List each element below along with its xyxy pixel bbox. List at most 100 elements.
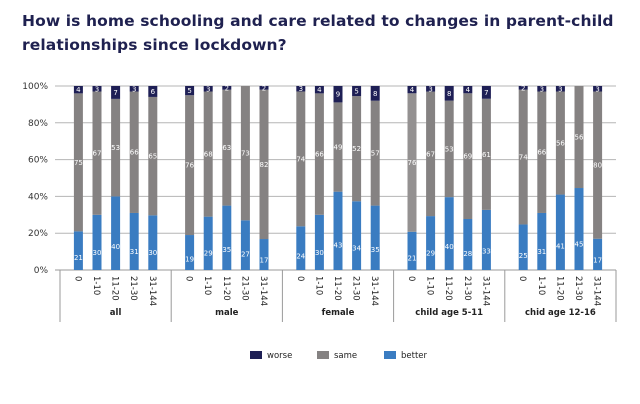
x-category-label: 21-30 bbox=[573, 276, 583, 301]
data-label: 73 bbox=[241, 150, 250, 158]
data-label: 65 bbox=[148, 153, 157, 161]
x-category-label: 1-10 bbox=[91, 276, 101, 295]
data-label: 66 bbox=[315, 151, 324, 159]
bar-segment-better bbox=[92, 214, 102, 270]
data-label: 27 bbox=[241, 251, 250, 259]
data-label: 8 bbox=[373, 90, 377, 98]
x-group-label: female bbox=[322, 308, 355, 318]
data-label: 31 bbox=[537, 248, 546, 256]
legend: worse same better bbox=[250, 351, 428, 361]
data-label: 56 bbox=[556, 140, 565, 148]
bar-segment-same bbox=[333, 102, 343, 192]
bar-segment-better bbox=[222, 205, 232, 270]
data-label: 69 bbox=[463, 153, 472, 161]
legend-swatch-worse bbox=[250, 351, 262, 359]
x-category-label: 21-30 bbox=[128, 276, 138, 301]
x-category-label: 0 bbox=[406, 276, 416, 281]
legend-label-better: better bbox=[401, 351, 428, 361]
data-label: 3 bbox=[206, 85, 210, 93]
data-label: 43 bbox=[334, 241, 343, 249]
bar-segment-same bbox=[555, 91, 565, 195]
bar-segment-worse bbox=[203, 86, 213, 92]
bar-segment-same bbox=[185, 95, 195, 236]
y-tick-label: 80% bbox=[28, 119, 48, 129]
bar-segment-worse bbox=[148, 86, 158, 97]
bar-segment-worse bbox=[407, 86, 417, 94]
bar-segment-better bbox=[259, 239, 269, 270]
bar-segment-better bbox=[129, 212, 139, 270]
bar-segment-same bbox=[240, 86, 250, 221]
legend-swatch-same bbox=[317, 351, 329, 359]
x-category-label: 1-10 bbox=[313, 276, 323, 295]
bar-segment-worse bbox=[296, 86, 306, 92]
bar-segment-worse bbox=[463, 86, 473, 94]
data-label: 30 bbox=[93, 249, 102, 257]
bar-segment-worse bbox=[370, 86, 380, 101]
data-label: 40 bbox=[111, 243, 120, 251]
bar-segment-better bbox=[296, 226, 306, 270]
data-label: 56 bbox=[575, 134, 584, 142]
bar-segment-better bbox=[73, 231, 83, 270]
data-label: 33 bbox=[482, 247, 491, 255]
bar-segment-worse bbox=[518, 86, 528, 90]
x-category-label: 11-20 bbox=[332, 276, 342, 301]
data-label: 9 bbox=[336, 91, 340, 99]
data-label: 5 bbox=[354, 88, 358, 96]
data-label: 2 bbox=[262, 84, 266, 92]
bar-segment-same bbox=[407, 93, 417, 232]
data-label: 41 bbox=[556, 242, 565, 250]
data-label: 28 bbox=[463, 250, 472, 258]
data-label: 67 bbox=[426, 150, 435, 158]
bar-segment-better bbox=[370, 205, 380, 270]
data-label: 7 bbox=[484, 89, 488, 97]
bar-segment-same bbox=[574, 86, 584, 189]
data-label: 31 bbox=[130, 248, 139, 256]
bar-segment-worse bbox=[259, 86, 269, 90]
x-category-label: 21-30 bbox=[462, 276, 472, 301]
data-label: 17 bbox=[593, 256, 602, 264]
data-label: 2 bbox=[225, 84, 229, 92]
bar-segment-same bbox=[296, 91, 306, 227]
bar-segment-same bbox=[148, 96, 158, 216]
bar-segment-worse bbox=[129, 86, 139, 92]
bar-segment-worse bbox=[333, 86, 343, 103]
bar-segment-same bbox=[444, 100, 454, 198]
bar-segment-better bbox=[333, 191, 343, 270]
data-label: 3 bbox=[95, 85, 99, 93]
bar-segment-same bbox=[314, 93, 324, 215]
y-tick-label: 0% bbox=[34, 266, 49, 276]
x-category-label: 31-144 bbox=[592, 276, 602, 306]
data-label: 66 bbox=[130, 149, 139, 157]
bar-segment-better bbox=[463, 218, 473, 270]
bar-segment-same bbox=[593, 91, 603, 239]
data-label: 57 bbox=[371, 150, 380, 158]
bar-segment-better bbox=[518, 224, 528, 270]
legend-swatch-better bbox=[384, 351, 396, 359]
data-label: 2 bbox=[521, 84, 525, 92]
x-category-label: 11-20 bbox=[110, 276, 120, 301]
bar-segment-same bbox=[518, 89, 528, 225]
y-tick-label: 20% bbox=[28, 229, 48, 239]
x-category-label: 31-144 bbox=[480, 276, 490, 306]
bar-segment-better bbox=[111, 196, 121, 270]
legend-label-same: same bbox=[334, 351, 357, 361]
data-label: 52 bbox=[352, 145, 361, 153]
data-label: 3 bbox=[595, 85, 599, 93]
bar-segment-better bbox=[481, 209, 491, 270]
x-category-label: 31-144 bbox=[369, 276, 379, 306]
x-category-label: 31-144 bbox=[147, 276, 157, 306]
bar-segment-better bbox=[203, 216, 213, 270]
bar-segment-better bbox=[537, 212, 547, 270]
data-label: 61 bbox=[482, 151, 491, 159]
data-label: 30 bbox=[148, 249, 157, 257]
y-axis: 0% 20% 40% 60% 80% 100% bbox=[22, 82, 48, 276]
bar-segment-better bbox=[185, 235, 195, 270]
bar-segment-worse bbox=[185, 86, 195, 96]
data-label: 35 bbox=[371, 246, 380, 254]
x-category-label: 21-30 bbox=[351, 276, 361, 301]
x-category-label: 0 bbox=[517, 276, 527, 281]
legend-label-worse: worse bbox=[267, 351, 292, 361]
x-category-label: 0 bbox=[184, 276, 194, 281]
data-label: 30 bbox=[315, 249, 324, 257]
bar-segment-same bbox=[426, 91, 436, 217]
